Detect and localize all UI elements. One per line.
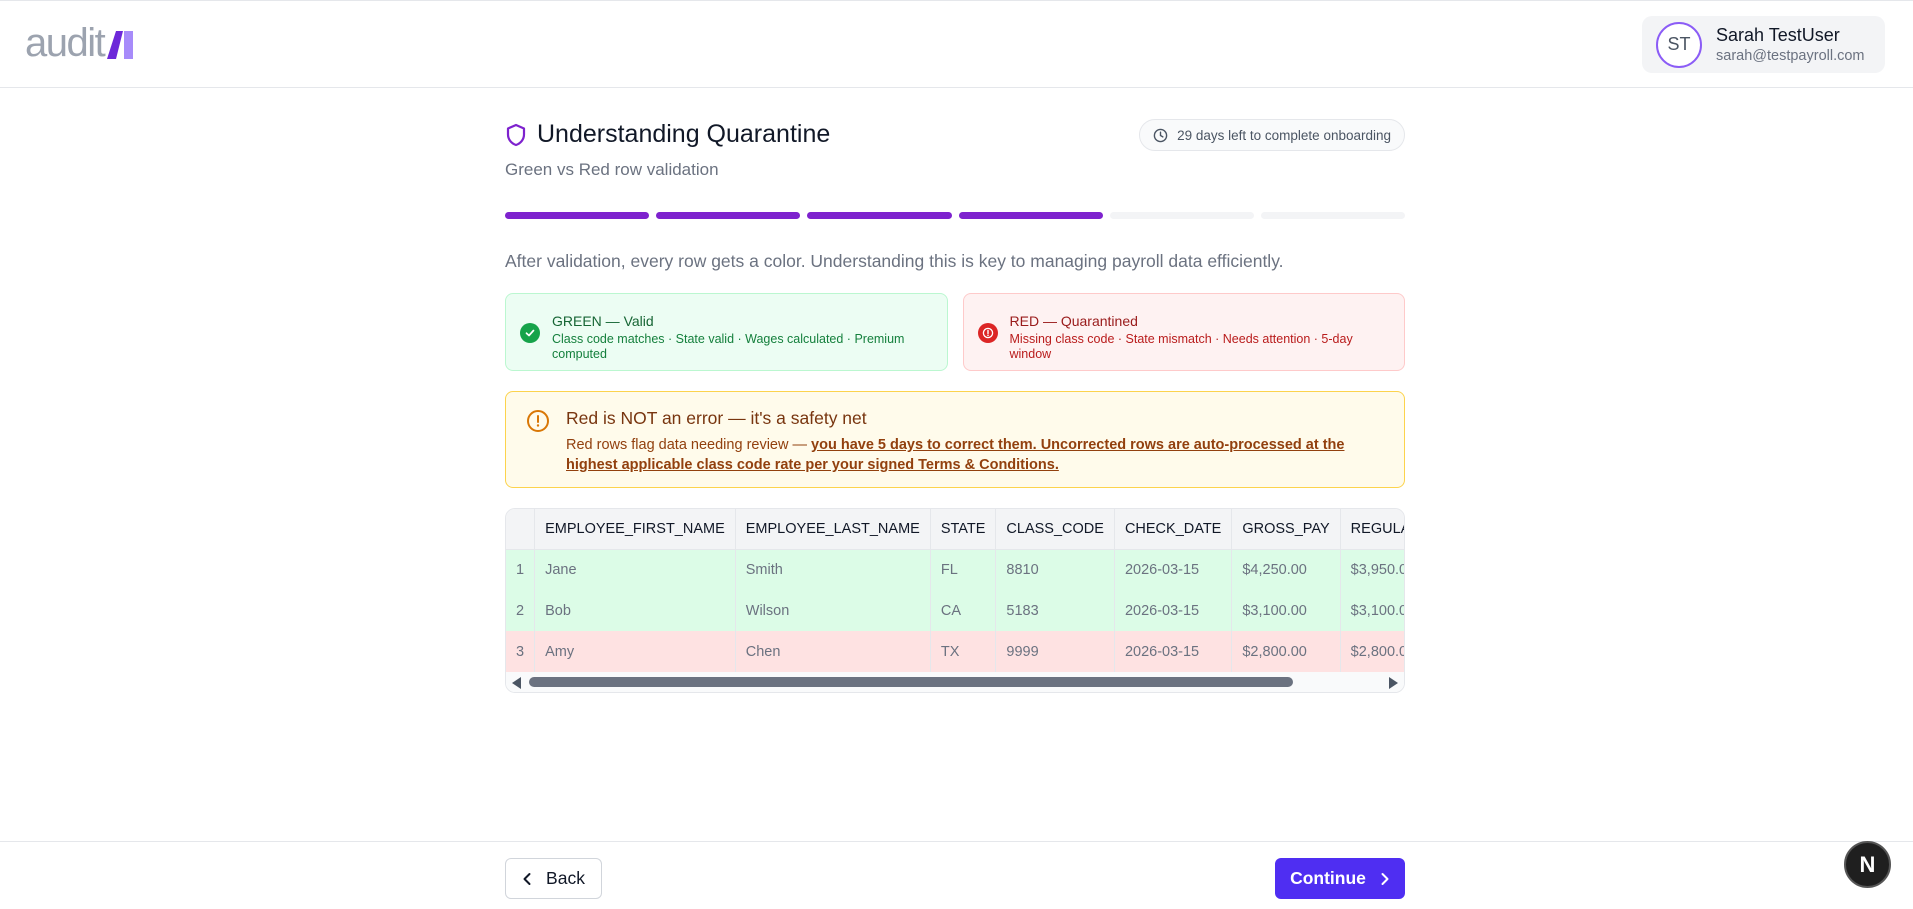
table-cell: Chen	[735, 631, 931, 672]
alert-circle-icon	[977, 323, 998, 343]
logo[interactable]: audit	[25, 21, 134, 65]
status-cards: GREEN — Valid Class code matches · State…	[505, 293, 1405, 371]
dev-tools-badge[interactable]: N	[1844, 841, 1891, 888]
top-bar: audit ST Sarah TestUser sarah@testpayrol…	[0, 0, 1913, 88]
progress-segment	[958, 212, 1103, 219]
quarantined-card: RED — Quarantined Missing class code · S…	[962, 293, 1405, 371]
back-button-label: Back	[546, 868, 585, 888]
column-header: EMPLOYEE_LAST_NAME	[735, 509, 931, 550]
table-header-row: EMPLOYEE_FIRST_NAME EMPLOYEE_LAST_NAME S…	[506, 509, 1404, 550]
valid-card: GREEN — Valid Class code matches · State…	[505, 293, 948, 371]
continue-button[interactable]: Continue	[1275, 858, 1405, 899]
table-row-quarantined: 3 Amy Chen TX 9999 2026-03-15 $2,800.00 …	[506, 631, 1404, 672]
shield-icon	[506, 123, 526, 146]
quarantined-card-desc: Missing class code · State mismatch · Ne…	[1009, 332, 1353, 361]
logo-mark-icon	[107, 31, 134, 59]
quarantined-card-title: RED — Quarantined	[1009, 313, 1138, 329]
data-table: EMPLOYEE_FIRST_NAME EMPLOYEE_LAST_NAME S…	[506, 509, 1404, 672]
progress-segment	[1109, 212, 1254, 219]
table-cell: $4,250.00	[1231, 549, 1341, 590]
row-number: 2	[506, 590, 536, 631]
table-cell: 2026-03-15	[1114, 631, 1233, 672]
table-row-valid: 2 Bob Wilson CA 5183 2026-03-15 $3,100.0…	[506, 590, 1404, 631]
notice-title: Red is NOT an error — it's a safety net	[566, 408, 867, 428]
chevron-right-icon	[1381, 872, 1389, 885]
notice-emphasis: you have 5 days to correct them. Uncorre…	[566, 437, 1345, 473]
column-header: GROSS_PAY	[1231, 509, 1341, 550]
table-cell: 2026-03-15	[1114, 590, 1233, 631]
scroll-right-arrow-icon[interactable]	[1389, 677, 1398, 689]
page-title: Understanding Quarantine	[537, 120, 831, 148]
clock-icon	[1153, 128, 1168, 142]
warning-circle-icon	[527, 410, 549, 432]
progress-segment	[505, 212, 650, 219]
chevron-left-icon	[523, 872, 531, 885]
table-row-valid: 1 Jane Smith FL 8810 2026-03-15 $4,250.0…	[506, 549, 1404, 590]
table-cell: $2,800.00	[1231, 631, 1341, 672]
column-header: REGULAR_PAY	[1340, 509, 1404, 550]
table-cell: FL	[930, 549, 997, 590]
table-cell: $3,950.00	[1340, 549, 1404, 590]
column-header	[506, 509, 536, 550]
table-cell: 5183	[995, 590, 1115, 631]
column-header: CLASS_CODE	[995, 509, 1115, 550]
horizontal-scrollbar[interactable]	[506, 672, 1404, 692]
table-cell: $2,800.00	[1340, 631, 1404, 672]
table-cell: $3,100.00	[1340, 590, 1404, 631]
scrollbar-thumb[interactable]	[529, 677, 1293, 687]
avatar: ST	[1656, 21, 1702, 68]
intro-text: After validation, every row gets a color…	[505, 251, 1284, 271]
safety-net-notice: Red is NOT an error — it's a safety net …	[505, 391, 1405, 488]
table-cell: 8810	[995, 549, 1115, 590]
column-header: STATE	[930, 509, 997, 550]
progress-bar	[505, 212, 1406, 219]
table-cell: $3,100.00	[1231, 590, 1341, 631]
table-cell: 9999	[995, 631, 1115, 672]
check-circle-icon	[520, 323, 540, 343]
scroll-left-arrow-icon[interactable]	[512, 677, 521, 689]
table-cell: Amy	[534, 631, 736, 672]
column-header: EMPLOYEE_FIRST_NAME	[534, 509, 736, 550]
user-email: sarah@testpayroll.com	[1716, 47, 1865, 64]
table-cell: CA	[930, 590, 997, 631]
continue-button-label: Continue	[1290, 868, 1366, 888]
days-left-badge: 29 days left to complete onboarding	[1139, 119, 1405, 151]
user-menu[interactable]: ST Sarah TestUser sarah@testpayroll.com	[1642, 16, 1885, 73]
notice-text: Red rows flag data needing review — you …	[566, 435, 1384, 475]
user-info: Sarah TestUser sarah@testpayroll.com	[1716, 24, 1865, 66]
days-left-text: 29 days left to complete onboarding	[1177, 127, 1391, 143]
column-header: CHECK_DATE	[1114, 509, 1233, 550]
user-name: Sarah TestUser	[1716, 24, 1840, 45]
table-cell: Jane	[534, 549, 736, 590]
table-cell: Wilson	[735, 590, 931, 631]
example-table: EMPLOYEE_FIRST_NAME EMPLOYEE_LAST_NAME S…	[505, 508, 1405, 693]
title-row: Understanding Quarantine	[505, 120, 830, 149]
table-cell: 2026-03-15	[1114, 549, 1233, 590]
back-button[interactable]: Back	[505, 858, 602, 899]
footer-bar: Back Continue	[0, 841, 1913, 909]
row-number: 1	[506, 549, 536, 590]
table-cell: Smith	[735, 549, 931, 590]
valid-card-desc: Class code matches · State valid · Wages…	[552, 332, 905, 361]
row-number: 3	[506, 631, 536, 672]
progress-segment	[1260, 212, 1406, 219]
notice-text-lead: Red rows flag data needing review —	[566, 437, 812, 453]
progress-segment	[656, 212, 801, 219]
progress-segment	[807, 212, 952, 219]
table-cell: Bob	[534, 590, 736, 631]
table-cell: TX	[930, 631, 997, 672]
page-subtitle: Green vs Red row validation	[505, 160, 719, 179]
logo-text: audit	[25, 21, 106, 65]
valid-card-title: GREEN — Valid	[552, 313, 654, 329]
